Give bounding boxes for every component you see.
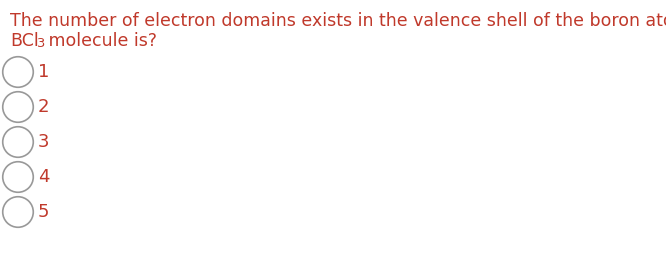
Text: The number of electron domains exists in the valence shell of the boron atom in : The number of electron domains exists in… (10, 12, 666, 30)
Text: 3: 3 (38, 133, 49, 151)
Text: 1: 1 (38, 63, 49, 81)
Text: 2: 2 (38, 98, 49, 116)
Point (13, 175, 23, 179)
Point (13, 70, 23, 74)
Point (13, 140, 23, 144)
Text: 3: 3 (36, 37, 44, 50)
Text: 5: 5 (38, 203, 49, 221)
Text: molecule is?: molecule is? (43, 32, 157, 50)
Text: BCl: BCl (10, 32, 39, 50)
Point (13, 105, 23, 109)
Text: 4: 4 (38, 168, 49, 186)
Point (13, 210, 23, 214)
